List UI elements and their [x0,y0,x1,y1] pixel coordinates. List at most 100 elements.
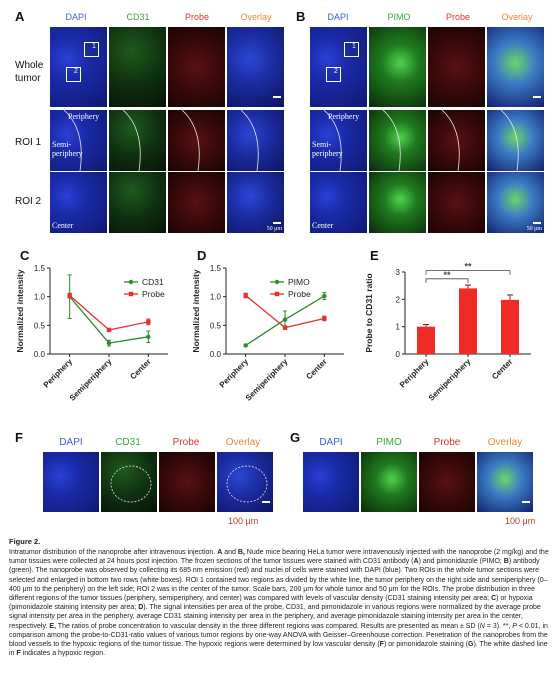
y-tick-label: 0 [396,350,401,359]
micrograph-gridB-r2-dapi: Center [310,172,367,233]
roi-box-2-number: 2 [334,68,338,75]
data-point-probe [322,316,327,321]
channel-pimo-b: PIMO [387,12,411,22]
panel-label-d: D [197,248,207,263]
legend-marker [274,291,280,297]
micrograph-gridB-r2-probe [428,172,485,233]
micrograph-gridB-r0-probe [428,27,485,107]
series-line-cd31 [69,296,149,344]
caption-run: ) antibody (green). The nanoprobe was ob… [9,558,548,603]
panel-label-a: A [15,9,25,24]
roi-divider-line [122,110,141,171]
y-axis-label: Normalized intensity [15,269,25,352]
channel-cd31-a: CD31 [126,12,150,22]
micrograph-gridF-dapi [43,452,99,512]
data-point-probe [282,325,288,330]
x-tick-label: Semiperiphery [427,357,473,403]
caption-run: ). The signal intensities per area of th… [9,604,541,630]
y-tick-label: 1.0 [210,293,222,302]
caption-run: ). The white dashed line in [9,641,548,658]
roi-box-1: 1 [84,42,99,57]
data-point-probe [106,327,112,333]
label-periphery: Periphery [68,112,100,121]
scale-label-gridA: 50 μm [266,226,282,232]
row-label-whole-tumor: Whole tumor [15,60,44,84]
caption-run: P [512,622,517,630]
channel-cd31-f: CD31 [115,437,141,448]
caption-run: indicates a hypoxic region. [20,650,106,658]
channel-probe-g: Probe [433,437,461,448]
x-tick-label: Semiperiphery [68,357,114,403]
micrograph-gridA-r1-cd31 [109,110,166,171]
legend-label: CD31 [142,277,164,287]
y-tick-label: 1 [396,323,401,332]
caption-title: Figure 2. [9,537,41,546]
channel-overlay-a: Overlay [240,12,272,22]
y-tick-label: 0.5 [210,321,222,330]
micrograph-gridB-r0-overlay [487,27,544,107]
bar-semiperiphery [459,288,477,354]
micrograph-gridG-dapi [303,452,359,512]
scale-gridF-bar [262,501,270,503]
channel-overlay-f: Overlay [225,437,261,448]
sig-bracket-1 [425,278,469,283]
bar-periphery [417,326,435,354]
caption-run: ) and pimonidazole (PIMO; [418,558,504,566]
bar-center [501,299,519,354]
caption-run: B, [237,549,245,556]
y-tick-label: 0.5 [34,321,46,330]
caption-run: and [222,549,238,556]
micrograph-gridA-r2-probe [168,172,225,233]
caption-body: Intratumor distribution of the nanoprobe… [9,548,549,658]
y-tick-label: 1.5 [34,264,46,273]
y-axis-label: Normalized intensity [191,269,201,352]
caption-run: G [468,641,474,649]
row-label-roi2: ROI 2 [15,196,42,207]
panel-label-g: G [290,430,301,445]
channel-dapi-f: DAPI [59,437,83,448]
y-tick-label: 2 [396,295,401,304]
y-tick-label: 1.0 [34,293,46,302]
scale-label-gridB-bar [533,222,541,224]
channel-pimo-g: PIMO [376,437,402,448]
hypoxic-region-outline [226,465,268,503]
micrograph-gridA-r1-probe [168,110,225,171]
data-point-cd31 [106,340,112,346]
roi-divider-line [240,110,259,171]
roi-divider-line [63,110,82,171]
roi-box-2: 2 [66,67,81,82]
sig-bracket-2 [425,270,511,275]
micrograph-gridA-r0-cd31 [109,27,166,107]
micrograph-gridF-overlay [217,452,273,512]
data-point-pimo [282,317,288,322]
micrograph-gridA-r0-probe [168,27,225,107]
caption-run: B [503,558,509,566]
sig-label-1: ** [443,270,451,280]
micrograph-gridA-r1-overlay [227,110,284,171]
caption-run: D [138,604,144,612]
scale-wholetumor-gridB-bar [533,96,541,98]
caption-run: C [491,595,497,603]
data-point-probe [243,293,248,298]
panel-label-b: B [296,9,306,24]
channel-overlay-b: Overlay [501,12,533,22]
panel-label-e: E [370,248,379,263]
micrograph-gridA-r2-dapi: Center [50,172,107,233]
roi-box-1-number: 1 [92,43,96,50]
channel-dapi-a: DAPI [65,12,87,22]
series-line-probe [69,295,149,331]
data-point-probe [67,293,72,298]
micrograph-gridG-probe [419,452,475,512]
channel-dapi-g: DAPI [319,437,343,448]
data-point-pimo [322,293,327,299]
caption-run: Intratumor distribution of the nanoprobe… [9,549,218,556]
label-center: Center [312,221,334,230]
roi-divider-line [382,110,401,171]
legend-marker [274,279,280,285]
caption-run: = 3). **, [484,622,513,630]
x-tick-label: Semiperiphery [244,357,290,403]
roi-divider-line [500,110,519,171]
micrograph-gridF-probe [159,452,215,512]
